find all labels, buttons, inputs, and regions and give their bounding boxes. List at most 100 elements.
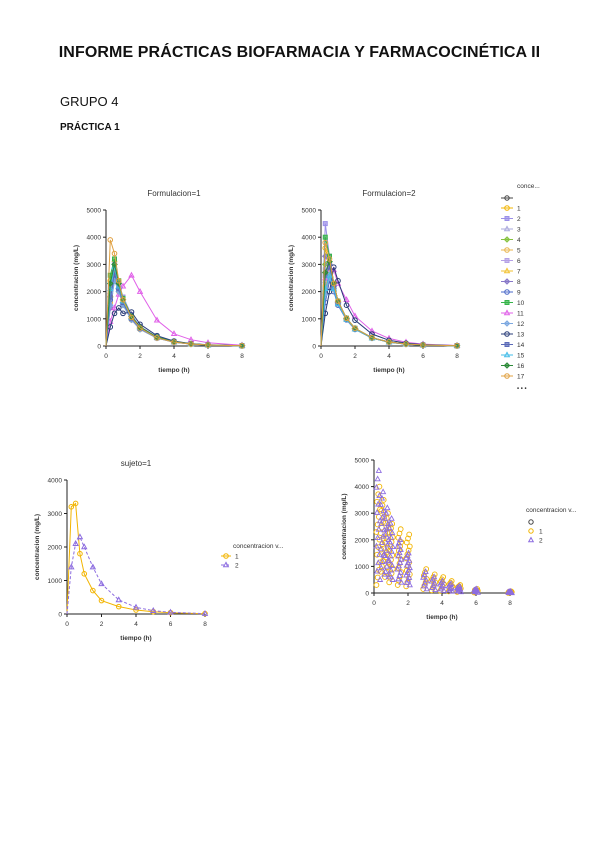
series-line-8: [320, 254, 458, 347]
scatter-point: [380, 507, 387, 514]
y-tick-label: 4000: [87, 235, 102, 242]
legend-title: concentracion v...: [526, 507, 577, 514]
legend-marker: [503, 225, 511, 232]
data-point: [120, 310, 126, 317]
scatter-point: [389, 562, 396, 568]
legend-label-15: 15: [517, 353, 525, 360]
y-tick-label: 4000: [355, 484, 370, 491]
data-point: [171, 339, 177, 345]
data-point: [137, 325, 143, 331]
scatter-point: [455, 583, 462, 590]
y-tick-label: 4000: [48, 478, 63, 485]
legend-marker: [504, 289, 510, 295]
series-line-6: [320, 263, 458, 347]
scatter-point: [378, 564, 385, 571]
scatter-points: [373, 467, 515, 596]
scatter-point: [381, 552, 389, 559]
series-line-12: [105, 278, 243, 347]
x-tick-label: 6: [421, 353, 425, 360]
scatter-point: [376, 492, 383, 499]
legend-marker: [504, 331, 510, 337]
y-tick-label: 1000: [355, 564, 370, 571]
series-line-16: [320, 259, 458, 347]
legend-marker: [504, 258, 510, 263]
data-point: [205, 342, 211, 348]
data-point: [352, 325, 358, 332]
scatter-point: [420, 582, 427, 589]
series-line-2: [320, 223, 458, 347]
scatter-point: [423, 585, 430, 592]
data-point: [343, 302, 350, 308]
chart-sujeto-1: 0 2 4 6 8 0 1000 2000 3000 4000 sujeto=1 tiempo (h)…: [34, 459, 284, 642]
scatter-point: [373, 509, 381, 515]
series-group: [66, 500, 209, 617]
series-line-13: [320, 266, 458, 347]
scatter-point: [507, 587, 514, 594]
scatter-point: [387, 552, 394, 559]
legend-label-2: 2: [539, 538, 543, 545]
scatter-point: [387, 519, 394, 526]
scatter-point: [378, 539, 386, 545]
legend-title: concentracion v...: [233, 543, 284, 550]
scatter-point: [379, 558, 386, 564]
y-tick-label: 1000: [48, 578, 63, 585]
scatter-point: [375, 491, 382, 498]
y-tick-label: 2000: [87, 289, 102, 296]
data-point: [77, 550, 83, 557]
data-point: [368, 327, 376, 334]
x-tick-label: 0: [372, 600, 376, 607]
scatter-point: [386, 571, 393, 578]
y-tick-label: 0: [58, 612, 62, 619]
scatter-point: [397, 526, 404, 533]
legend-marker: [528, 519, 534, 525]
scatter-point: [422, 568, 429, 574]
scatter-point: [389, 534, 396, 541]
legend-label-17: 17: [517, 374, 525, 381]
chart-title: Formulacion=2: [362, 189, 416, 198]
chart-formulacion-2: 0 2 4 6 8 0 1000 2000 3000 4000 5000 Formulacion=2 t…: [288, 189, 461, 374]
legend-label-11: 11: [517, 311, 524, 318]
legend-marker: [504, 247, 510, 253]
data-point: [153, 316, 161, 323]
y-tick-label: 3000: [302, 262, 317, 269]
legend-label-2: 2: [517, 216, 521, 223]
legend-marker: [503, 362, 511, 369]
scatter-point: [388, 547, 395, 554]
scatter-point: [374, 551, 380, 558]
data-point: [330, 280, 337, 287]
y-tick-label: 1000: [302, 316, 317, 323]
y-tick-label: 5000: [355, 458, 370, 465]
scatter-point: [405, 547, 412, 554]
series-group: [320, 221, 461, 350]
scatter-point: [376, 576, 384, 582]
data-point: [111, 250, 118, 257]
legend-label-8: 8: [517, 279, 521, 286]
scatter-point: [395, 562, 403, 569]
data-point: [239, 342, 245, 349]
y-tick-label: 0: [365, 591, 369, 598]
x-tick-label: 6: [169, 621, 173, 628]
x-tick-label: 4: [440, 600, 444, 607]
y-tick-label: 5000: [87, 208, 102, 215]
scatter-point: [377, 501, 384, 507]
legend-marker: [528, 528, 534, 534]
series-line-1: [320, 247, 458, 347]
scatter-point: [385, 510, 391, 517]
scatter-point: [420, 573, 427, 580]
data-point: [326, 256, 333, 262]
scatter-point: [387, 566, 395, 573]
data-point: [170, 330, 178, 337]
x-tick-label: 0: [104, 353, 108, 360]
series-line-2: [66, 535, 206, 615]
data-point: [201, 609, 209, 616]
data-point: [322, 239, 329, 246]
scatter-point: [373, 582, 380, 588]
x-tick-label: 4: [387, 353, 391, 360]
data-point: [322, 221, 328, 227]
scatter-point: [377, 506, 383, 513]
data-point: [128, 314, 135, 321]
scatter-point: [383, 562, 390, 569]
scatter-point: [472, 586, 479, 592]
legend-marker: [504, 342, 510, 347]
series-line-17: [320, 242, 458, 347]
